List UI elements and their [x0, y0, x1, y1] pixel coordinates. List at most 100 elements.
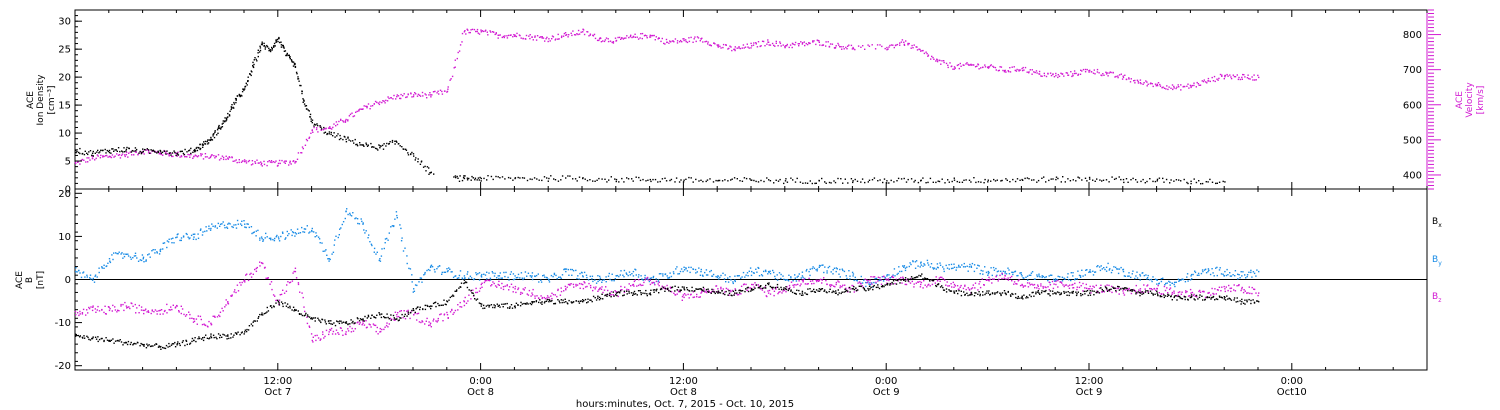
data-point — [97, 149, 99, 152]
data-point — [809, 280, 812, 282]
data-point — [557, 289, 559, 292]
data-point — [594, 288, 596, 290]
data-point — [1109, 71, 1111, 73]
data-point — [971, 262, 974, 265]
data-point — [1132, 270, 1134, 272]
data-point — [1098, 287, 1101, 289]
data-point — [236, 333, 238, 335]
data-point — [557, 299, 559, 301]
data-point — [1113, 178, 1116, 180]
data-point — [892, 274, 894, 276]
data-point — [1171, 84, 1174, 86]
data-point — [963, 291, 965, 293]
data-point — [908, 265, 910, 268]
data-point — [1069, 284, 1071, 286]
data-point — [214, 225, 217, 227]
data-point — [1077, 74, 1079, 76]
data-point — [804, 292, 806, 294]
data-point — [707, 43, 709, 45]
data-point — [1139, 79, 1142, 81]
data-point — [550, 274, 553, 277]
data-point — [359, 108, 361, 110]
data-point — [609, 292, 611, 294]
data-point — [380, 145, 382, 147]
data-point — [361, 144, 363, 146]
data-point — [989, 293, 992, 295]
data-point — [607, 275, 610, 277]
data-point — [664, 287, 666, 290]
data-point — [1225, 274, 1228, 277]
data-point — [123, 342, 125, 344]
data-point — [1134, 79, 1136, 82]
data-point — [1000, 294, 1002, 297]
data-point — [1040, 75, 1042, 77]
data-point — [228, 337, 230, 340]
data-point — [888, 279, 890, 282]
data-point — [120, 154, 123, 157]
data-point — [1117, 75, 1119, 77]
data-point — [666, 275, 668, 277]
data-point — [1203, 291, 1205, 293]
data-point — [486, 279, 488, 282]
data-point — [892, 276, 895, 279]
data-point — [1028, 274, 1031, 276]
data-point — [1104, 286, 1107, 288]
data-point — [255, 267, 257, 270]
data-point — [1122, 178, 1125, 181]
data-point — [147, 310, 149, 312]
data-point — [1211, 296, 1213, 299]
data-point — [1157, 82, 1160, 84]
data-point — [889, 44, 891, 47]
data-point — [260, 262, 263, 264]
data-point — [1234, 270, 1237, 272]
data-point — [313, 125, 315, 127]
data-point — [1133, 289, 1135, 292]
data-point — [180, 155, 183, 157]
data-point — [498, 275, 501, 277]
data-point — [463, 279, 466, 281]
data-point — [486, 271, 488, 273]
data-point — [1202, 80, 1205, 83]
data-point — [191, 317, 193, 319]
data-point — [1177, 278, 1180, 280]
data-point — [1131, 289, 1134, 291]
data-point — [376, 148, 378, 150]
data-point — [1145, 274, 1147, 276]
data-point — [185, 314, 188, 316]
data-point — [910, 47, 912, 49]
data-point — [266, 311, 268, 313]
data-point — [370, 243, 373, 245]
data-point — [1233, 297, 1236, 299]
data-point — [724, 179, 726, 181]
data-point — [855, 279, 858, 281]
data-point — [829, 43, 832, 45]
data-point — [846, 48, 848, 50]
data-point — [1135, 284, 1137, 287]
data-point — [510, 271, 512, 273]
data-point — [467, 271, 469, 273]
data-point — [459, 306, 461, 308]
data-point — [373, 247, 376, 250]
data-point — [895, 44, 897, 46]
data-point — [112, 258, 114, 261]
data-point — [1092, 274, 1095, 276]
data-point — [365, 142, 367, 144]
data-point — [1181, 298, 1184, 300]
data-point — [1230, 287, 1233, 289]
data-point — [741, 180, 744, 182]
data-point — [721, 180, 724, 182]
data-point — [139, 150, 141, 153]
data-point — [506, 284, 508, 286]
data-point — [1172, 88, 1174, 91]
data-point — [1015, 70, 1018, 72]
data-point — [143, 343, 145, 346]
data-point — [289, 305, 291, 308]
data-point — [615, 178, 618, 181]
data-point — [1080, 293, 1082, 295]
data-point — [783, 182, 785, 185]
data-point — [838, 44, 840, 46]
data-point — [267, 310, 270, 312]
data-point — [227, 301, 229, 303]
data-point — [828, 265, 831, 268]
data-point — [106, 339, 109, 341]
